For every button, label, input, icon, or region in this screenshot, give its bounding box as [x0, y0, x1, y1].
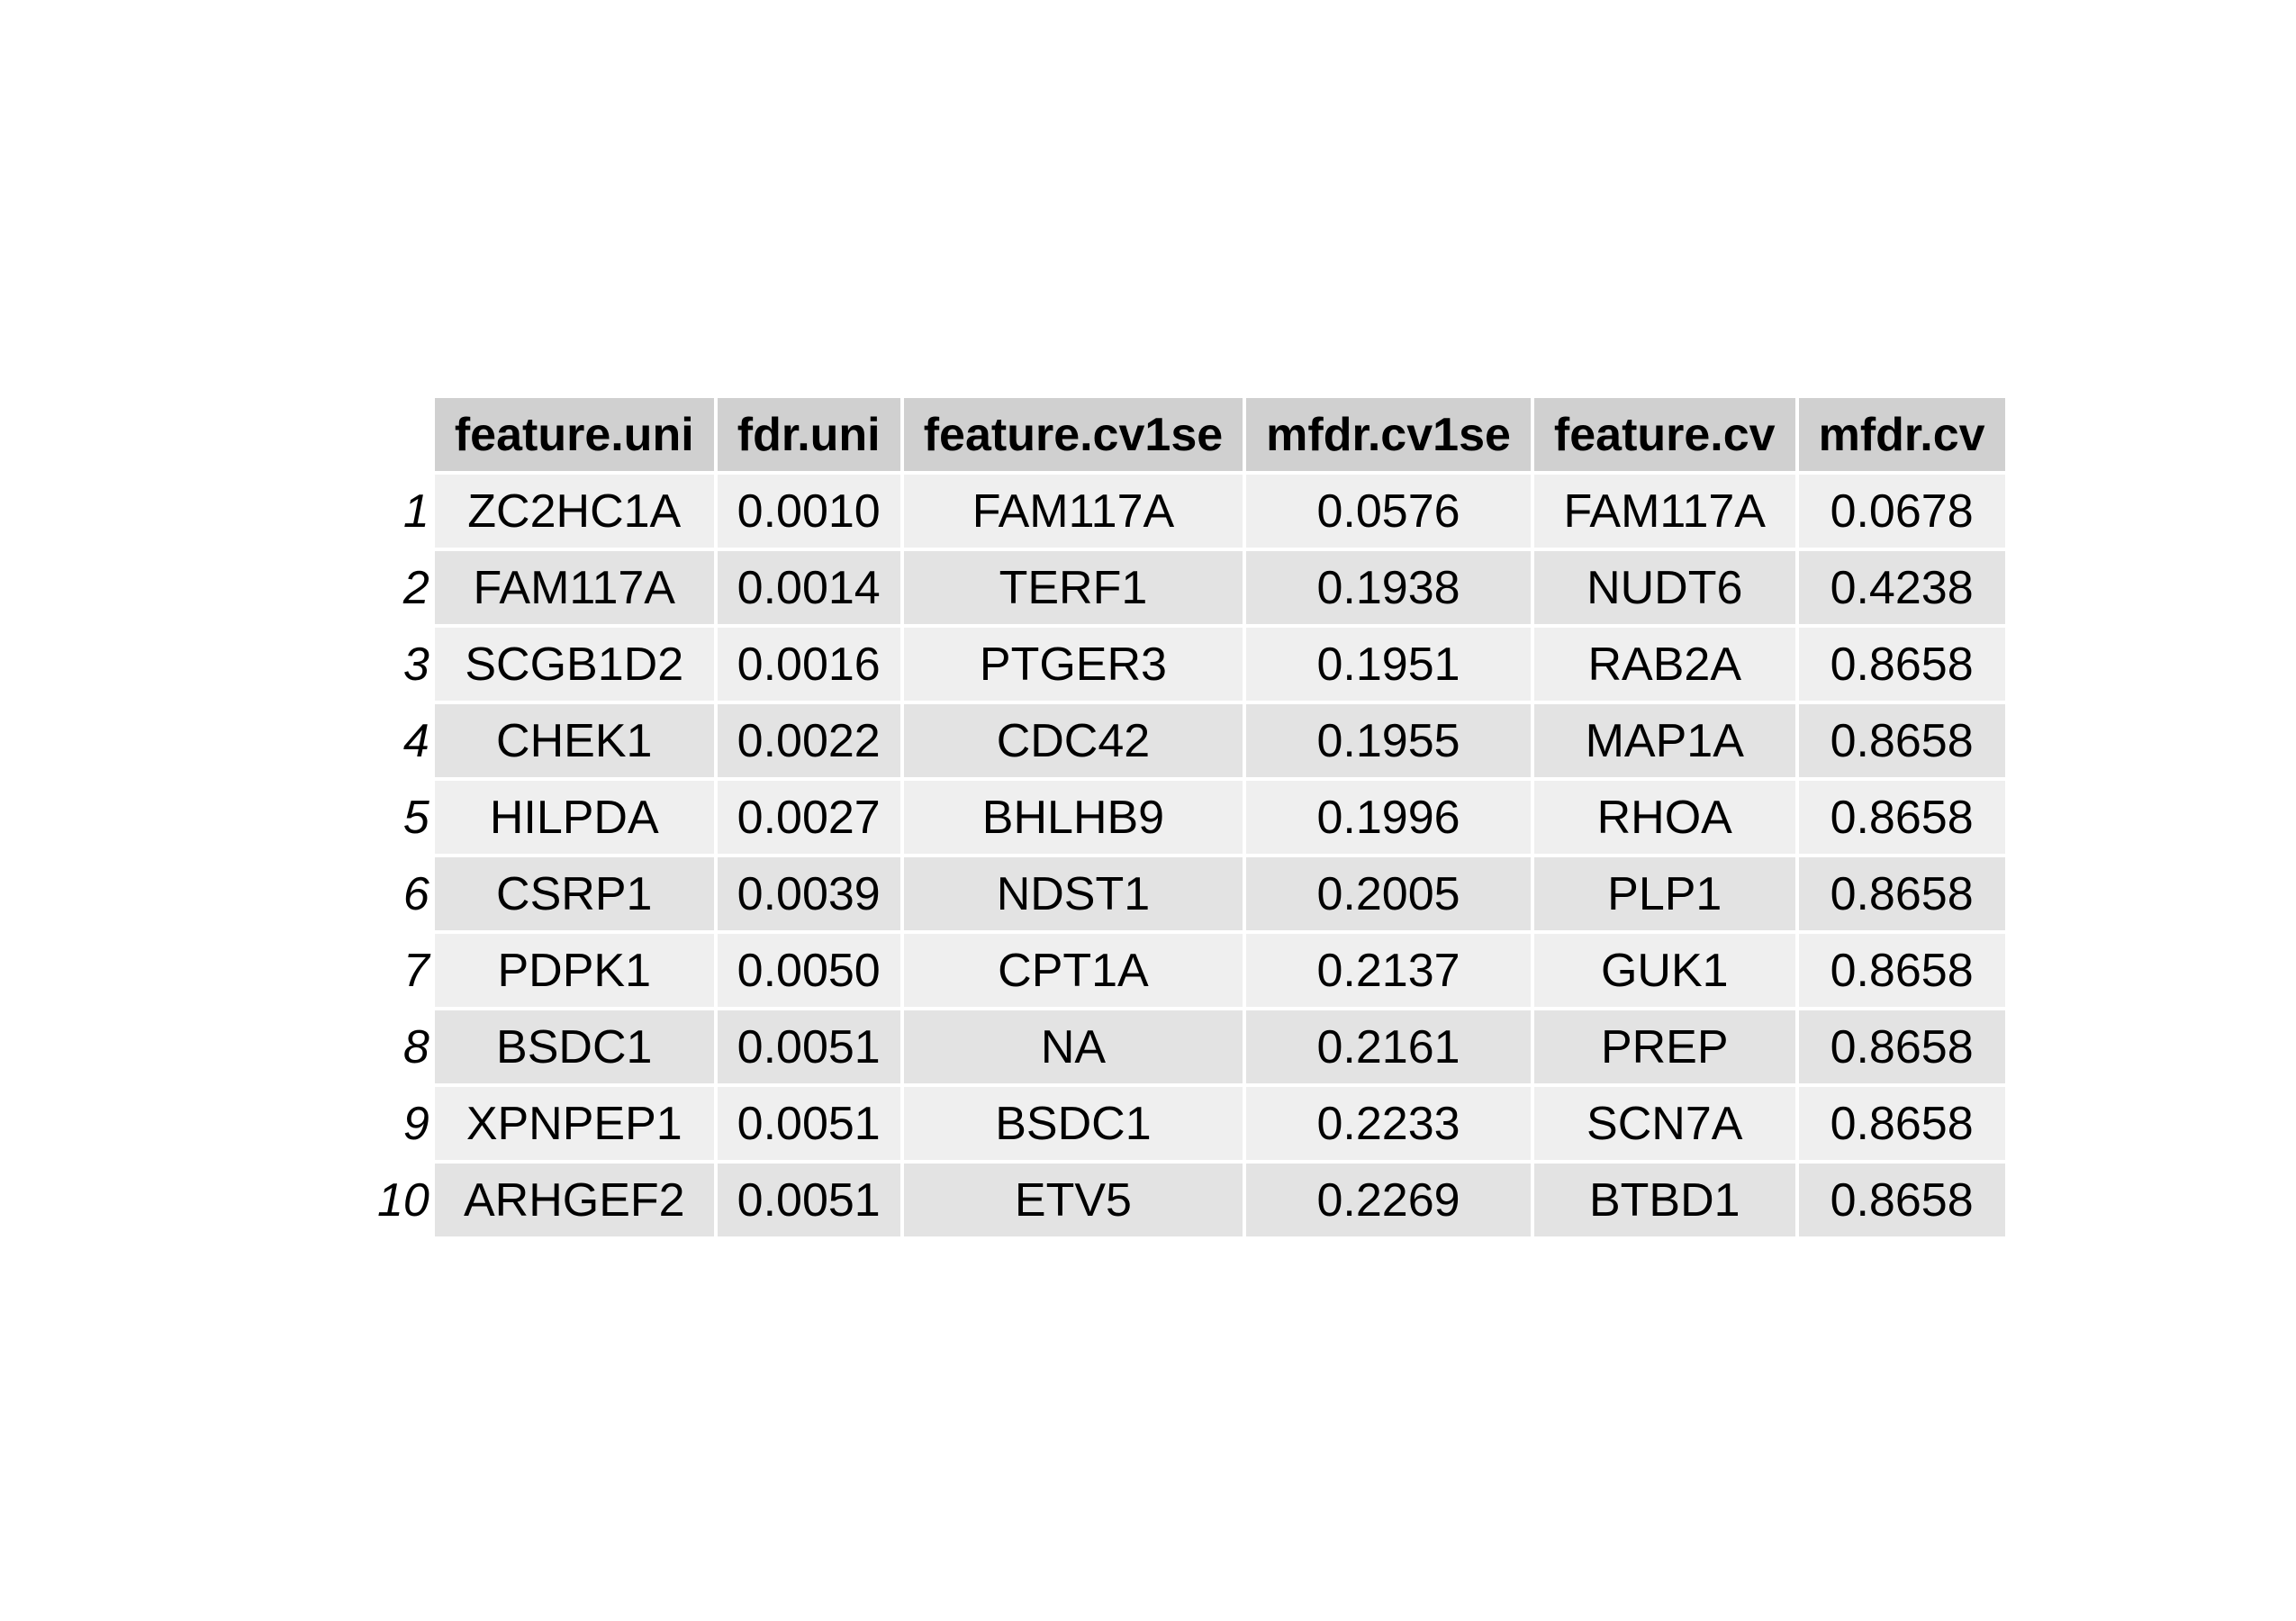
table-cell: NDST1 — [903, 857, 1243, 930]
row-name: 9 — [402, 1097, 429, 1150]
row-name: 2 — [402, 561, 429, 614]
table-row: 2 FAM117A 0.0014 TERF1 0.1938 NUDT6 0.4238 — [377, 551, 2005, 624]
column-header: mfdr.cv — [1798, 398, 2005, 471]
table-cell: 0.0016 — [717, 628, 900, 701]
column-header: fdr.uni — [717, 398, 900, 471]
table-cell: FAM117A — [903, 475, 1243, 548]
table-cell: RAB2A — [1533, 628, 1795, 701]
table-cell: ARHGEF2 — [434, 1164, 714, 1236]
column-header: feature.cv1se — [903, 398, 1243, 471]
table-cell: 0.8658 — [1798, 704, 2005, 777]
table-cell: CHEK1 — [434, 704, 714, 777]
table-cell: NA — [903, 1010, 1243, 1083]
column-header: mfdr.cv1se — [1246, 398, 1531, 471]
table-cell: FAM117A — [434, 551, 714, 624]
table-cell: BHLHB9 — [903, 781, 1243, 854]
table-row: 3 SCGB1D2 0.0016 PTGER3 0.1951 RAB2A 0.8658 — [377, 628, 2005, 701]
table-cell: 0.8658 — [1798, 1010, 2005, 1083]
table-cell: 0.1951 — [1246, 628, 1531, 701]
row-name: 6 — [402, 867, 429, 920]
table-cell: 0.2161 — [1246, 1010, 1531, 1083]
table-cell: 0.0051 — [717, 1010, 900, 1083]
table-row: 5 HILPDA 0.0027 BHLHB9 0.1996 RHOA 0.8658 — [377, 781, 2005, 854]
table-cell: 0.0050 — [717, 934, 900, 1007]
table-cell: 0.2005 — [1246, 857, 1531, 930]
table-cell: TERF1 — [903, 551, 1243, 624]
table-cell: SCN7A — [1533, 1087, 1795, 1160]
table-cell: RHOA — [1533, 781, 1795, 854]
table-row: 10 ARHGEF2 0.0051 ETV5 0.2269 BTBD1 0.8658 — [377, 1164, 2005, 1236]
table-row: 6 CSRP1 0.0039 NDST1 0.2005 PLP1 0.8658 — [377, 857, 2005, 930]
table-cell: 0.0678 — [1798, 475, 2005, 548]
table-cell: 0.0010 — [717, 475, 900, 548]
row-name: 1 — [402, 484, 429, 538]
table-cell: BSDC1 — [903, 1087, 1243, 1160]
table-cell: XPNPEP1 — [434, 1087, 714, 1160]
table-row: 8 BSDC1 0.0051 NA 0.2161 PREP 0.8658 — [377, 1010, 2005, 1083]
table-header: feature.uni fdr.uni feature.cv1se mfdr.cv1s… — [377, 398, 2005, 471]
table-cell: 0.2137 — [1246, 934, 1531, 1007]
table-cell: ETV5 — [903, 1164, 1243, 1236]
table-cell: 0.0051 — [717, 1087, 900, 1160]
table-row: 7 PDPK1 0.0050 CPT1A 0.2137 GUK1 0.8658 — [377, 934, 2005, 1007]
table-cell: 0.0027 — [717, 781, 900, 854]
table-cell: ZC2HC1A — [434, 475, 714, 548]
table-cell: 0.8658 — [1798, 1164, 2005, 1236]
table-row: 9 XPNPEP1 0.0051 BSDC1 0.2233 SCN7A 0.8658 — [377, 1087, 2005, 1160]
table-cell: 0.8658 — [1798, 628, 2005, 701]
table-cell: 0.2233 — [1246, 1087, 1531, 1160]
column-header: feature.uni — [434, 398, 714, 471]
table-cell: SCGB1D2 — [434, 628, 714, 701]
table-cell: FAM117A — [1533, 475, 1795, 548]
table-cell: BTBD1 — [1533, 1164, 1795, 1236]
table-cell: 0.0576 — [1246, 475, 1531, 548]
table-cell: 0.0039 — [717, 857, 900, 930]
row-name: 8 — [402, 1020, 429, 1073]
table-cell: PDPK1 — [434, 934, 714, 1007]
table-cell: 0.4238 — [1798, 551, 2005, 624]
table-cell: 0.8658 — [1798, 781, 2005, 854]
table-cell: NUDT6 — [1533, 551, 1795, 624]
header-corner — [377, 398, 431, 471]
table-cell: PREP — [1533, 1010, 1795, 1083]
table-cell: 0.0051 — [717, 1164, 900, 1236]
table-row: 1 ZC2HC1A 0.0010 FAM117A 0.0576 FAM117A 0.0678 — [377, 475, 2005, 548]
table-cell: PTGER3 — [903, 628, 1243, 701]
table-cell: 0.0022 — [717, 704, 900, 777]
row-name: 5 — [402, 791, 429, 844]
table-cell: 0.2269 — [1246, 1164, 1531, 1236]
table-cell: 0.0014 — [717, 551, 900, 624]
table-cell: GUK1 — [1533, 934, 1795, 1007]
table-cell: 0.8658 — [1798, 857, 2005, 930]
table-cell: HILPDA — [434, 781, 714, 854]
table-cell: MAP1A — [1533, 704, 1795, 777]
table-cell: 0.8658 — [1798, 1087, 2005, 1160]
table-cell: 0.1996 — [1246, 781, 1531, 854]
table-cell: CDC42 — [903, 704, 1243, 777]
table-body: 1 ZC2HC1A 0.0010 FAM117A 0.0576 FAM117A 0.0678… — [377, 475, 2005, 1236]
data-table: feature.uni fdr.uni feature.cv1se mfdr.cv1s… — [374, 394, 2009, 1240]
table-cell: CSRP1 — [434, 857, 714, 930]
row-name: 3 — [402, 638, 429, 691]
table-row: 4 CHEK1 0.0022 CDC42 0.1955 MAP1A 0.8658 — [377, 704, 2005, 777]
table-cell: 0.1955 — [1246, 704, 1531, 777]
row-name: 4 — [402, 714, 429, 767]
table-cell: 0.1938 — [1246, 551, 1531, 624]
table-cell: CPT1A — [903, 934, 1243, 1007]
header-row: feature.uni fdr.uni feature.cv1se mfdr.cv1s… — [377, 398, 2005, 471]
row-name: 7 — [402, 944, 429, 997]
table-cell: BSDC1 — [434, 1010, 714, 1083]
row-name: 10 — [377, 1173, 429, 1227]
table-cell: 0.8658 — [1798, 934, 2005, 1007]
column-header: feature.cv — [1533, 398, 1795, 471]
table-cell: PLP1 — [1533, 857, 1795, 930]
